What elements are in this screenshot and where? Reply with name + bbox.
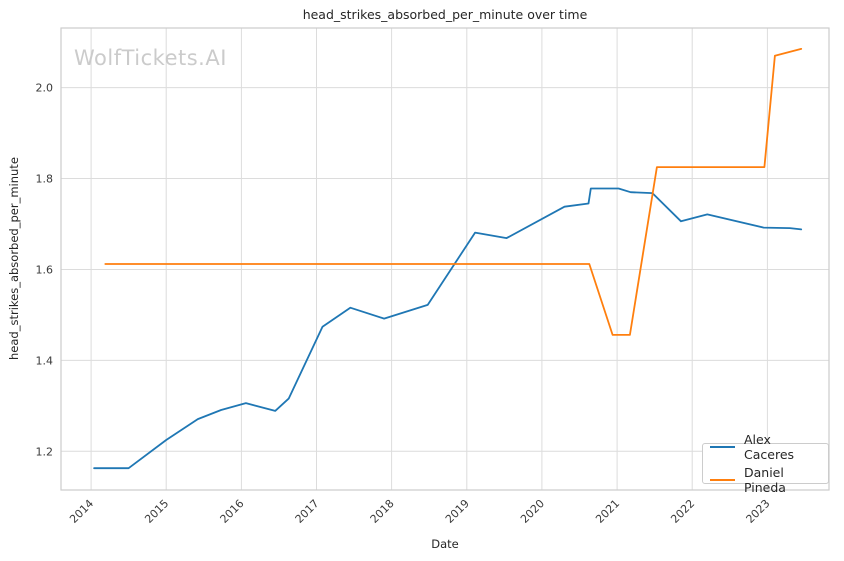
x-tick-label-2022: 2022: [668, 497, 697, 526]
legend-item-alex-caceres: Alex Caceres: [710, 432, 821, 462]
x-tick-label-2020: 2020: [518, 497, 547, 526]
legend-item-daniel-pineda: Daniel Pineda: [710, 465, 821, 495]
y-tick-label-2.0: 2.0: [36, 82, 54, 95]
x-tick-label-2019: 2019: [443, 497, 472, 526]
x-axis-label: Date: [431, 537, 459, 551]
x-tick-label-2018: 2018: [368, 497, 397, 526]
legend-line-swatch-orange: [710, 479, 735, 481]
x-tick-label-2016: 2016: [218, 497, 247, 526]
x-tick-label-2021: 2021: [593, 497, 622, 526]
y-tick-label-1.4: 1.4: [36, 354, 54, 367]
plot-border: [60, 27, 830, 491]
y-tick-label-1.2: 1.2: [36, 445, 54, 458]
x-tick-label-2015: 2015: [142, 497, 171, 526]
y-tick-label-1.6: 1.6: [36, 264, 54, 277]
line-daniel-pineda: [104, 48, 803, 336]
line-alex-caceres: [93, 187, 803, 470]
legend-line-swatch-blue: [710, 446, 735, 448]
legend-label: Daniel Pineda: [744, 465, 786, 495]
y-axis-label: head_strikes_absorbed_per_minute: [7, 157, 21, 361]
legend: Alex Caceres Daniel Pineda: [702, 432, 829, 495]
watermark: WolfTickets.AI: [74, 46, 227, 70]
x-tick-label-2017: 2017: [293, 497, 322, 526]
legend-label: Alex Caceres: [744, 432, 795, 462]
y-tick-label-1.8: 1.8: [36, 173, 54, 186]
chart-title: head_strikes_absorbed_per_minute over ti…: [302, 7, 588, 22]
x-tick-label-2023: 2023: [744, 497, 773, 526]
x-tick-label-2014: 2014: [67, 497, 96, 526]
